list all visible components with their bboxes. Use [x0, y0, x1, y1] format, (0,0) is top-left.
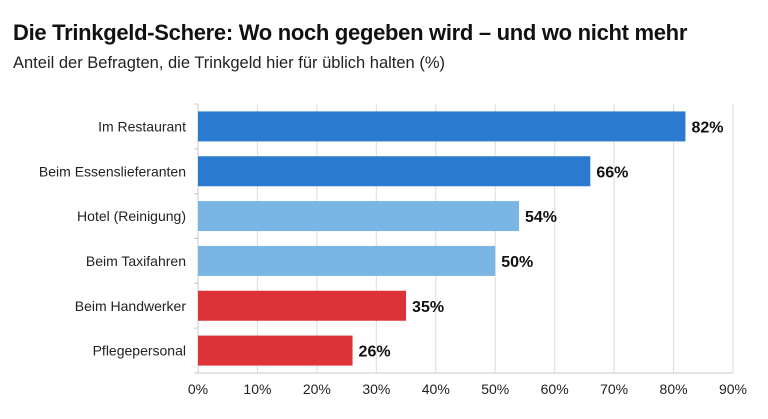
- x-tick-label: 90%: [719, 381, 747, 397]
- data-label: 26%: [359, 344, 391, 361]
- data-label: 82%: [691, 119, 723, 136]
- bar: [198, 111, 686, 142]
- bar: [198, 156, 591, 187]
- x-tick-label: 50%: [481, 381, 509, 397]
- x-tick-label: 80%: [660, 381, 688, 397]
- x-tick-label: 10%: [243, 381, 271, 397]
- category-label: Beim Handwerker: [75, 298, 187, 314]
- category-label: Im Restaurant: [98, 118, 186, 134]
- x-tick-label: 60%: [541, 381, 569, 397]
- category-label: Beim Essenslieferanten: [39, 163, 186, 179]
- chart-subtitle: Anteil der Befragten, die Trinkgeld hier…: [13, 54, 445, 72]
- category-label: Pflegepersonal: [93, 343, 186, 359]
- x-tick-label: 70%: [600, 381, 628, 397]
- x-tick-label: 20%: [303, 381, 331, 397]
- bar: [198, 201, 519, 232]
- bar: [198, 290, 407, 321]
- data-label: 50%: [501, 254, 533, 271]
- category-label: Hotel (Reinigung): [77, 208, 186, 224]
- category-label: Beim Taxifahren: [86, 253, 186, 269]
- data-label: 66%: [596, 164, 628, 181]
- data-label: 35%: [412, 299, 444, 316]
- bar: [198, 245, 496, 276]
- data-label: 54%: [525, 209, 557, 226]
- chart-title: Die Trinkgeld-Schere: Wo noch gegeben wi…: [13, 20, 688, 45]
- bar: [198, 335, 353, 366]
- x-tick-label: 0%: [188, 381, 208, 397]
- x-tick-label: 40%: [422, 381, 450, 397]
- x-tick-label: 30%: [362, 381, 390, 397]
